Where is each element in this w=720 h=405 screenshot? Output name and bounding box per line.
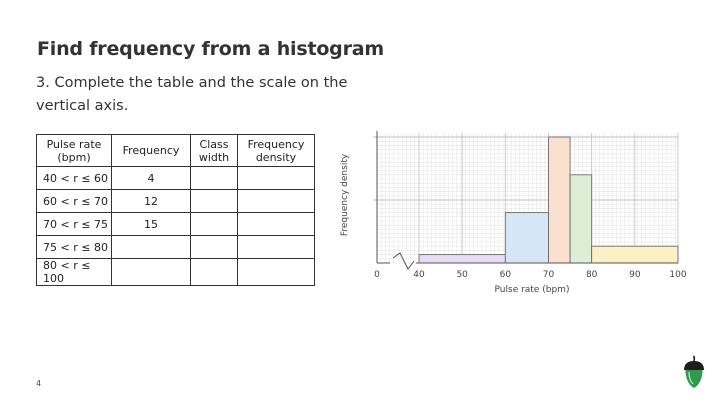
chart-axes bbox=[376, 131, 678, 270]
histogram-bar bbox=[418, 254, 506, 264]
class-width-cell[interactable] bbox=[190, 166, 238, 190]
axis-break-icon bbox=[392, 252, 415, 270]
table-header-row: Pulse rate (bpm) Frequency Class width F… bbox=[36, 134, 315, 167]
acorn-logo-icon bbox=[684, 355, 704, 388]
table-row: 60 < r ≤ 70 12 bbox=[36, 189, 315, 213]
frequency-cell[interactable] bbox=[111, 235, 191, 259]
frequency-density-cell[interactable] bbox=[237, 166, 315, 190]
frequency-cell[interactable]: 12 bbox=[111, 189, 191, 213]
x-tick-label: 90 bbox=[629, 270, 641, 280]
chart-bars bbox=[418, 136, 679, 264]
frequency-cell[interactable]: 15 bbox=[111, 212, 191, 236]
x-tick-label: 60 bbox=[500, 270, 512, 280]
histogram-bar bbox=[591, 245, 679, 264]
class-cell: 60 < r ≤ 70 bbox=[36, 189, 112, 213]
frequency-cell[interactable] bbox=[111, 258, 191, 286]
class-cell: 70 < r ≤ 75 bbox=[36, 212, 112, 236]
header-frequency-density: Frequency density bbox=[237, 134, 315, 167]
x-tick-label: 0 bbox=[374, 270, 380, 280]
x-tick-label: 80 bbox=[586, 270, 598, 280]
histogram-chart: 0 40 50 60 70 80 90 100 Pulse rate (bpm) Freque… bbox=[340, 131, 687, 295]
class-cell: 40 < r ≤ 60 bbox=[36, 166, 112, 190]
x-tick-label: 40 bbox=[413, 270, 425, 280]
frequency-density-cell[interactable] bbox=[237, 258, 315, 286]
class-width-cell[interactable] bbox=[190, 258, 238, 286]
chart-x-tick-labels: 0 40 50 60 70 80 90 100 bbox=[374, 270, 687, 280]
class-width-cell[interactable] bbox=[190, 212, 238, 236]
instruction-text: 3. Complete the table and the scale on t… bbox=[36, 75, 348, 114]
x-tick-label: 50 bbox=[456, 270, 468, 280]
header-class-width: Class width bbox=[190, 134, 238, 167]
class-width-cell[interactable] bbox=[190, 189, 238, 213]
frequency-density-cell[interactable] bbox=[237, 189, 315, 213]
table-row: 70 < r ≤ 75 15 bbox=[36, 212, 315, 236]
table-row: 80 < r ≤ 100 bbox=[36, 258, 315, 286]
histogram-bar bbox=[548, 136, 571, 264]
class-width-cell[interactable] bbox=[190, 235, 238, 259]
frequency-cell[interactable]: 4 bbox=[111, 166, 191, 190]
frequency-table: Pulse rate (bpm) Frequency Class width F… bbox=[36, 134, 315, 286]
x-tick-label: 100 bbox=[669, 270, 686, 280]
class-cell: 75 < r ≤ 80 bbox=[36, 235, 112, 259]
x-tick-label: 70 bbox=[543, 270, 555, 280]
y-axis-label: Frequency density bbox=[340, 153, 350, 236]
header-pulse-rate: Pulse rate (bpm) bbox=[36, 134, 112, 167]
table-row: 40 < r ≤ 60 4 bbox=[36, 166, 315, 190]
header-frequency: Frequency bbox=[111, 134, 191, 167]
page-number: 4 bbox=[36, 379, 42, 388]
histogram-bar bbox=[504, 212, 549, 264]
histogram-bar bbox=[569, 174, 593, 264]
table-row: 75 < r ≤ 80 bbox=[36, 235, 315, 259]
frequency-density-cell[interactable] bbox=[237, 212, 315, 236]
x-axis-label: Pulse rate (bpm) bbox=[495, 285, 570, 295]
slide-title: Find frequency from a histogram bbox=[37, 38, 384, 60]
frequency-density-cell[interactable] bbox=[237, 235, 315, 259]
class-cell: 80 < r ≤ 100 bbox=[36, 258, 112, 286]
